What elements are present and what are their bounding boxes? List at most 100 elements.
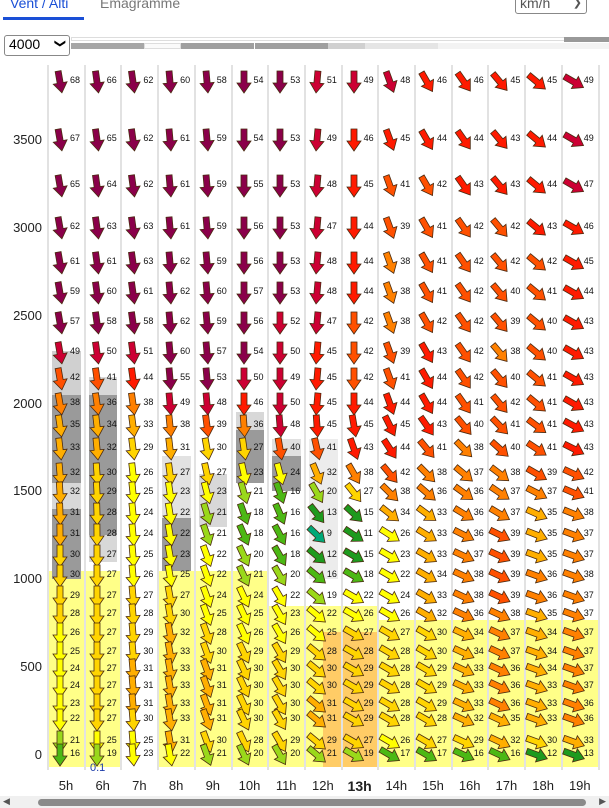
wind-speed: 43	[583, 315, 594, 326]
wind-arrow-icon	[89, 281, 105, 305]
wind-arrow-icon	[52, 367, 68, 391]
wind-speed: 58	[143, 315, 154, 326]
wind-arrow-icon	[125, 603, 142, 627]
wind-arrow-icon	[561, 523, 585, 547]
wind-speed: 30	[143, 712, 154, 723]
wind-speed: 41	[437, 220, 448, 231]
scrollbar-thumb[interactable]	[38, 799, 586, 806]
wind-cell: 43	[562, 417, 599, 435]
wind-cell: 44	[343, 251, 379, 275]
wind-cell: 44	[122, 367, 158, 391]
wind-cell: 42	[49, 367, 85, 391]
wind-speed: 38	[510, 608, 521, 619]
wind-arrow-icon	[488, 730, 511, 754]
wind-speed: 41	[400, 372, 411, 382]
wind-speed: 45	[326, 419, 337, 430]
scroll-right-icon[interactable]: ▶	[599, 796, 606, 806]
wind-cell: 48	[306, 251, 342, 275]
wind-cell: 20	[233, 544, 269, 568]
wind-arrow-icon	[451, 585, 475, 609]
wind-cell: 23	[122, 743, 158, 767]
wind-arrow-icon	[125, 462, 142, 486]
wind-arrow-icon	[525, 675, 549, 699]
wind-arrow-icon	[488, 585, 511, 609]
wind-speed: 45	[547, 75, 558, 86]
wind-arrow-icon	[342, 675, 364, 699]
wind-cell: 22	[305, 605, 342, 624]
wind-arrow-icon	[89, 173, 105, 198]
wind-arrow-icon	[344, 462, 362, 486]
wind-arrow-icon	[52, 391, 68, 416]
wind-cell: 22	[342, 588, 379, 606]
tab-emagramme[interactable]: Emagramme	[100, 0, 181, 11]
wind-cell: 42	[453, 216, 489, 238]
boundary-layer-zone	[48, 570, 85, 767]
wind-arrow-icon	[272, 311, 288, 335]
wind-speed: 37	[583, 646, 594, 657]
high-cloud-bar	[71, 37, 609, 41]
wind-arrow-icon	[235, 437, 252, 461]
wind-arrow-icon	[125, 481, 142, 505]
wind-arrow-icon	[88, 622, 105, 646]
wind-cell: 34	[415, 567, 452, 585]
wind-cell: 39	[196, 414, 232, 439]
wind-speed: 38	[180, 419, 191, 430]
wind-arrow-icon	[89, 367, 105, 391]
wind-speed: 48	[400, 75, 411, 86]
wind-arrow-icon	[305, 622, 326, 646]
wind-speed: 17	[400, 748, 411, 758]
wind-cell: 36	[86, 391, 122, 416]
unit-select[interactable]: km/h ❯	[515, 0, 587, 14]
wind-arrow-icon	[162, 367, 178, 391]
wind-arrow-icon	[526, 341, 547, 365]
wind-speed: 25	[143, 734, 154, 745]
wind-arrow-icon	[88, 675, 105, 700]
wind-speed: 16	[510, 748, 521, 758]
wind-cell: 27	[196, 462, 232, 486]
wind-arrow-icon	[272, 502, 288, 526]
wind-arrow-icon	[305, 675, 326, 699]
scroll-left-icon[interactable]: ◀	[3, 796, 10, 806]
wind-speed: 32	[326, 466, 337, 477]
wind-speed: 62	[143, 75, 154, 86]
wind-arrow-icon	[271, 603, 288, 627]
wind-cell: 32	[49, 481, 85, 505]
wind-arrow-icon	[378, 743, 401, 767]
wind-cell: 16	[49, 743, 85, 767]
wind-arrow-icon	[525, 622, 549, 646]
wind-speed: 22	[216, 568, 227, 579]
wind-speed: 27	[106, 712, 117, 723]
wind-arrow-icon	[235, 743, 252, 767]
altitude-select[interactable]: 4000 ❯	[4, 35, 70, 56]
wind-cell: 39	[488, 567, 525, 585]
wind-cell: 38	[488, 606, 525, 624]
wind-cell: 31	[49, 502, 85, 526]
wind-cell: 19	[86, 743, 122, 767]
wind-speed: 40	[510, 372, 521, 382]
wind-arrow-icon	[342, 743, 364, 767]
tab-vent-alti[interactable]: Vent / Alti	[10, 0, 69, 11]
wind-cell: 59	[196, 174, 232, 198]
cloud-cover-cell	[217, 43, 255, 49]
wind-cell: 22	[159, 523, 195, 547]
wind-arrow-icon	[272, 70, 288, 94]
wind-arrow-icon	[379, 502, 400, 526]
wind-speed: 62	[180, 285, 191, 296]
wind-arrow-icon	[125, 622, 142, 646]
wind-arrow-icon	[416, 462, 436, 486]
wind-speed: 39	[510, 315, 521, 326]
wind-cell: 43	[526, 217, 562, 237]
wind-arrow-icon	[415, 523, 437, 547]
wind-arrow-icon	[162, 437, 178, 461]
wind-speed: 50	[290, 345, 301, 356]
wind-cell: 42	[416, 174, 452, 196]
cloud-cover-cell	[511, 43, 549, 49]
active-tab-indicator	[3, 17, 84, 20]
wind-speed: 68	[70, 75, 81, 86]
wind-speed: 43	[437, 345, 448, 356]
wind-cell: 37	[561, 606, 599, 624]
wind-cell: 33	[415, 547, 452, 565]
wind-arrow-icon	[488, 658, 511, 682]
horizontal-scrollbar[interactable]: ◀ ▶	[0, 796, 609, 808]
wind-arrow-icon	[490, 70, 508, 94]
